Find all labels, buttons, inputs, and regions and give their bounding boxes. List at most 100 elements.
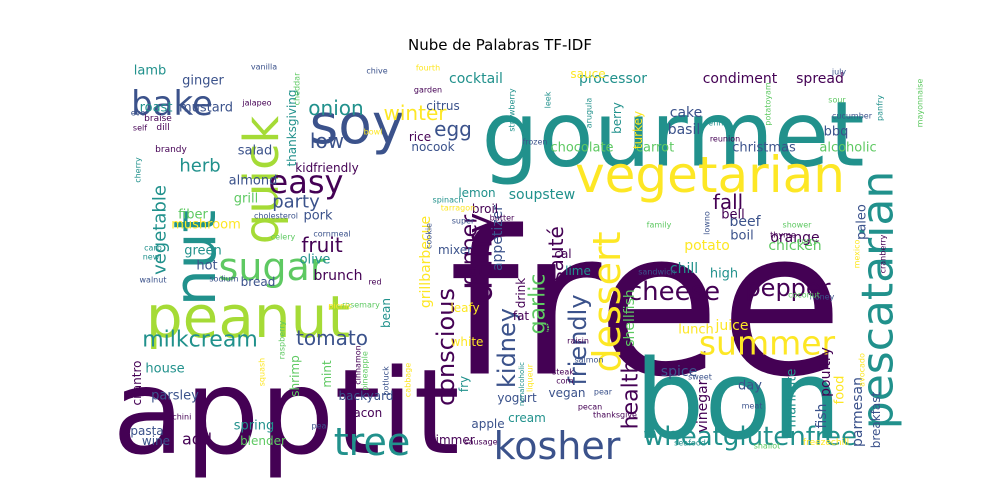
word-fiber: fiber — [178, 208, 208, 223]
word-strawberry: strawberry — [508, 88, 517, 131]
word-pear: pear — [594, 388, 613, 397]
word-avocado: avocado — [858, 353, 867, 387]
word-chive: chive — [366, 67, 387, 76]
word-bon: bon — [635, 336, 842, 464]
word-broil: broil — [472, 202, 498, 216]
word-brandy: brandy — [155, 145, 187, 155]
word-spice: spice — [661, 364, 697, 380]
word-citrus: citrus — [426, 99, 459, 113]
word-vegetarian: vegetarian — [575, 146, 845, 204]
word-cabbage: cabbage — [404, 363, 413, 397]
word-fat: fat — [513, 309, 530, 323]
word-saut-: sauté — [544, 226, 568, 282]
word-mint: mint — [320, 360, 334, 388]
word-christmas: christmas — [732, 141, 796, 156]
word-lunch: lunch — [678, 323, 713, 338]
word-summer: summer — [699, 324, 836, 363]
word-nut: nut — [161, 210, 229, 306]
word-vanilla: vanilla — [251, 63, 277, 72]
word-braise: braise — [144, 114, 172, 124]
word-bread: bread — [241, 275, 276, 289]
word-sauce: sauce — [570, 67, 605, 81]
word-day: day — [738, 379, 762, 394]
word-processor: processor — [579, 71, 647, 87]
word-vegan: vegan — [548, 386, 585, 400]
word-eve: eve — [131, 109, 146, 118]
word-shrimp: shrimp — [288, 355, 302, 396]
word-brunch: brunch — [314, 268, 363, 284]
word-spinach: spinach — [433, 196, 464, 205]
word-garlic: garlic — [526, 274, 551, 335]
word-boil: boil — [730, 229, 753, 244]
word-breakfast: breakfast — [869, 391, 883, 448]
word-pork: pork — [303, 209, 333, 224]
word-milkcream: milkcream — [142, 328, 258, 353]
word-dinner: dinner — [458, 214, 483, 285]
word-add: add — [182, 430, 212, 449]
word-olive: olive — [300, 253, 331, 268]
word-mixer: mixer — [438, 243, 472, 257]
word-fish: fish — [814, 404, 830, 429]
word-pescatarian: pescatarian — [853, 171, 904, 429]
word-potatoyam: potatoyam — [764, 82, 773, 126]
word-cilantro: cilantro — [130, 361, 144, 406]
word-condiment: condiment — [703, 71, 778, 87]
word-tarragon: tarragon — [441, 204, 475, 213]
word-carrot: carrot — [636, 141, 674, 156]
word-simmer: simmer — [429, 433, 474, 447]
word-dairy: dairy — [460, 212, 501, 303]
word-thanksgiving: thanksgiving — [285, 89, 299, 166]
word-squash: squash — [258, 358, 267, 386]
word-liqueur: liqueur — [526, 363, 535, 392]
word-celery: celery — [271, 233, 296, 242]
word-bacon: bacon — [346, 406, 383, 420]
word-potluck: potluck — [382, 366, 391, 396]
word-new: new — [143, 253, 160, 262]
word-spread: spread — [796, 71, 844, 87]
word-chill: chill — [670, 261, 698, 277]
word-pecan: pecan — [578, 403, 602, 412]
word-cholesterol: cholesterol — [254, 212, 298, 221]
word-parmesan: parmesan — [850, 377, 866, 447]
word-panfry: panfry — [876, 95, 885, 121]
word-pineapple: pineapple — [361, 351, 370, 391]
word-seafood: seafood — [674, 439, 706, 448]
word-healthy: healthy — [619, 347, 644, 430]
word-grillbarbecue: grillbarbecue — [418, 216, 434, 308]
word-green: green — [184, 244, 222, 259]
word-wheatglutenfree: wheatglutenfree — [643, 422, 857, 452]
word-sodium: sodium — [209, 275, 238, 284]
word-vegetable: vegetable — [150, 185, 171, 275]
word-apple: apple — [471, 417, 504, 431]
word-dill: dill — [156, 123, 169, 133]
word-bowl: bowl — [364, 128, 383, 137]
word-party: party — [272, 192, 320, 213]
word-dessert: dessert — [585, 232, 629, 373]
word-mexico: mexico — [853, 239, 862, 268]
word-shower: shower — [783, 221, 813, 230]
word-red: red — [368, 278, 381, 287]
word-juice: juice — [715, 318, 749, 334]
word-coconut: coconut — [788, 291, 820, 300]
word-fruit: fruit — [301, 233, 342, 257]
word-paleo: paleo — [855, 204, 870, 240]
word-salad: salad — [238, 144, 273, 159]
word-cherry: cherry — [134, 157, 143, 183]
word-yogurt: yogurt — [497, 391, 537, 405]
word-chocolate: chocolate — [550, 141, 613, 156]
word-hot: hot — [196, 259, 217, 274]
word-cinnamon: cinnamon — [354, 345, 363, 384]
word-house: house — [145, 362, 184, 377]
word-soupstew: soupstew — [509, 187, 575, 203]
word-blender: blender — [240, 434, 286, 448]
word-family: family — [647, 221, 672, 230]
word-fry: fry — [457, 376, 471, 392]
word-turkey: turkey — [631, 111, 645, 149]
word-soy: soy — [310, 92, 405, 156]
word-mustard: mustard — [179, 101, 233, 116]
word-cookie: cookie — [425, 223, 434, 249]
word-egg: egg — [434, 117, 472, 141]
word-sweet: sweet — [688, 373, 712, 382]
word-potato: potato — [684, 238, 730, 254]
